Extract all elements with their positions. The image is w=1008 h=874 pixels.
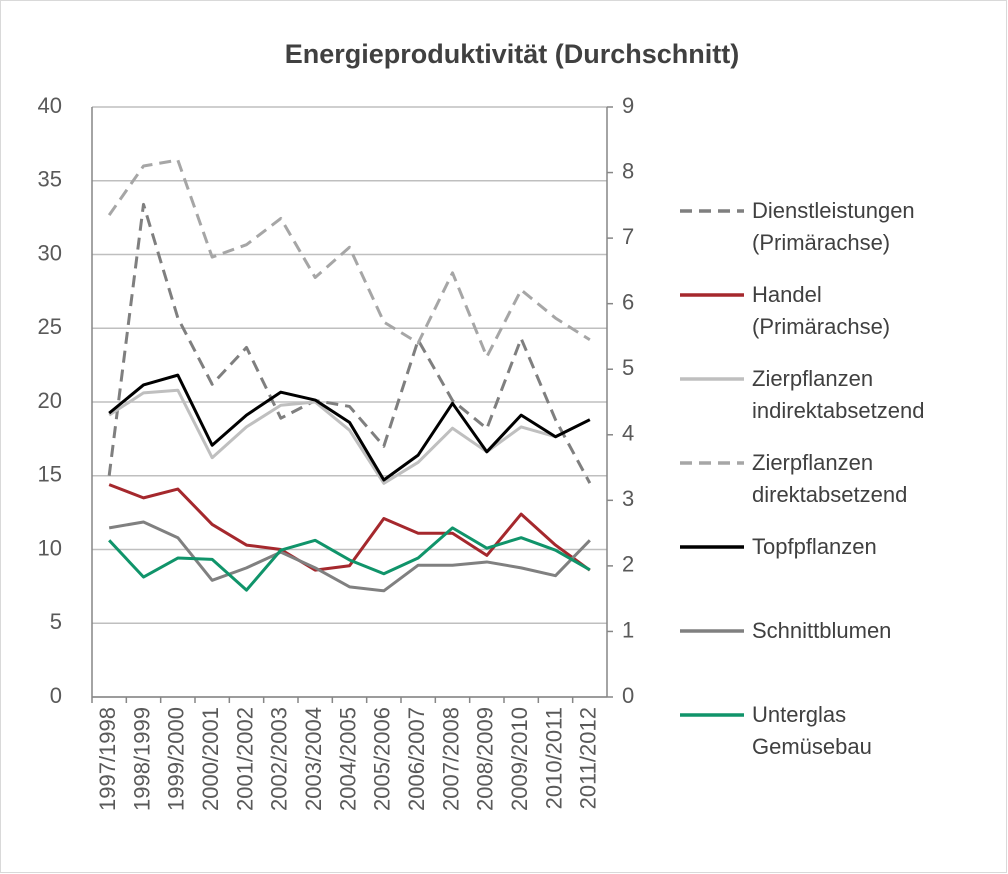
x-tick-label: 2009/2010 — [507, 707, 532, 811]
legend-label: Schnittblumen — [752, 618, 892, 643]
legend-item: Handel (Primärachse) — [680, 279, 1000, 363]
series-line — [108, 388, 591, 485]
x-tick-label: 2002/2003 — [267, 707, 292, 811]
x-tick-label: 2004/2005 — [335, 707, 360, 811]
legend-label: Zierpflanzen direktabsetzend — [752, 450, 908, 507]
x-tick-label: 2007/2008 — [438, 707, 463, 811]
y-tick-label: 10 — [38, 535, 62, 560]
series-line — [108, 483, 591, 572]
y2-tick-label: 6 — [622, 289, 634, 314]
series-line — [107, 202, 592, 484]
x-tick-label: 2001/2002 — [232, 707, 257, 811]
legend-label: Topfpflanzen — [752, 534, 877, 559]
y-tick-label: 40 — [38, 93, 62, 118]
legend-item: Unterglas Gemüsebau — [680, 699, 1000, 783]
series-line — [108, 526, 591, 592]
y-tick-label: 0 — [50, 683, 62, 708]
legend-swatch — [680, 461, 744, 465]
x-tick-label: 1998/1999 — [129, 707, 154, 811]
y-tick-label: 25 — [38, 314, 62, 339]
legend-swatch — [680, 629, 744, 633]
x-tick-label: 2011/2012 — [576, 707, 601, 809]
y-tick-label: 5 — [50, 609, 62, 634]
y2-tick-label: 4 — [622, 421, 634, 446]
y-tick-label: 35 — [38, 167, 62, 192]
legend-swatch — [680, 545, 744, 549]
legend-item: Dienstleistungen (Primärachse) — [680, 195, 1000, 279]
y2-tick-label: 1 — [622, 617, 634, 642]
x-tick-label: 2006/2007 — [404, 707, 429, 811]
x-tick-label: 2010/2011 — [541, 707, 566, 809]
legend-item: Zierpflanzen indirektabsetzend — [680, 363, 1000, 447]
legend-swatch — [680, 377, 744, 381]
x-tick-label: 1999/2000 — [164, 707, 189, 811]
y-tick-label: 20 — [38, 388, 62, 413]
y2-tick-label: 2 — [622, 552, 634, 577]
y2-tick-label: 5 — [622, 355, 634, 380]
legend: Dienstleistungen (Primärachse) Handel (Pr… — [680, 195, 1000, 783]
y-tick-label: 30 — [38, 240, 62, 265]
legend-label: Handel (Primärachse) — [752, 282, 891, 339]
chart-title: Energieproduktivität (Durchschnitt) — [285, 39, 740, 69]
series-line — [107, 158, 591, 359]
x-tick-label: 2005/2006 — [370, 707, 395, 811]
legend-item: Zierpflanzen direktabsetzend — [680, 447, 1000, 531]
x-tick-label: 2000/2001 — [198, 707, 223, 811]
legend-swatch — [680, 209, 744, 213]
x-tick-label: 2008/2009 — [473, 707, 498, 811]
legend-swatch — [680, 713, 744, 717]
legend-swatch — [680, 293, 744, 297]
y2-tick-label: 0 — [622, 683, 634, 708]
series-line — [108, 373, 591, 482]
legend-label: Zierpflanzen indirektabsetzend — [752, 366, 925, 423]
x-tick-label: 1997/1998 — [95, 707, 120, 811]
legend-label: Dienstleistungen (Primärachse) — [752, 198, 915, 255]
y2-tick-label: 8 — [622, 158, 634, 183]
legend-item: Topfpflanzen — [680, 531, 1000, 615]
y2-tick-label: 3 — [622, 486, 634, 511]
series-line — [108, 520, 591, 593]
y2-tick-label: 9 — [622, 93, 634, 118]
legend-item: Schnittblumen — [680, 615, 1000, 699]
y-tick-label: 15 — [38, 462, 62, 487]
x-tick-label: 2003/2004 — [301, 707, 326, 811]
legend-label: Unterglas Gemüsebau — [752, 702, 872, 759]
y2-tick-label: 7 — [622, 224, 634, 249]
